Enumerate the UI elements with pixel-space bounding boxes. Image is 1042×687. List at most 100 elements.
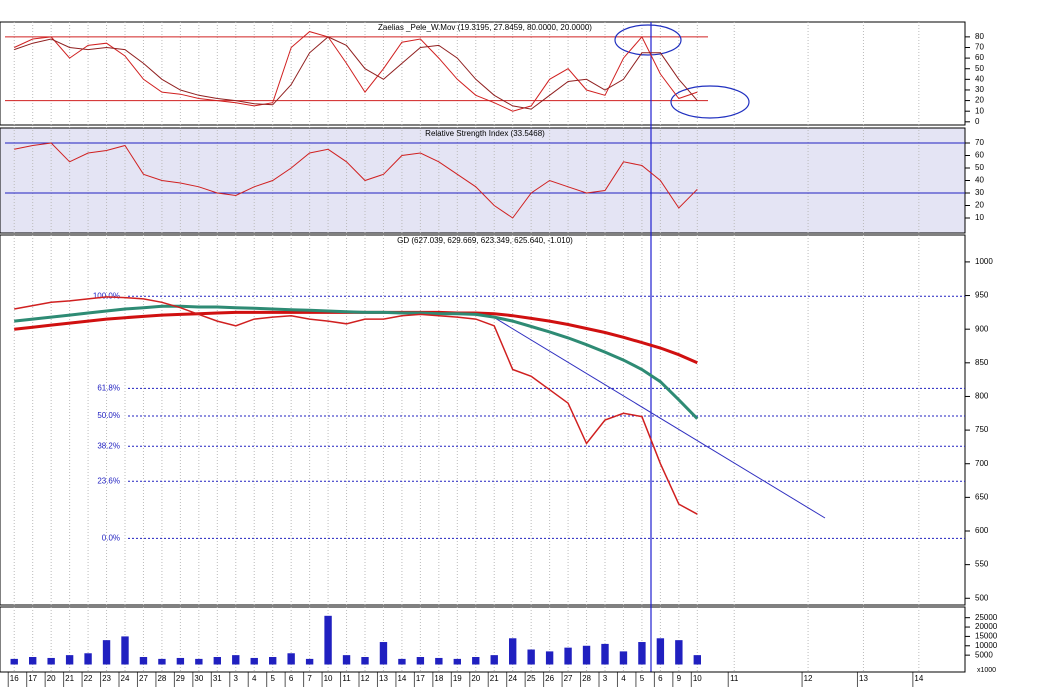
volume-bar	[47, 657, 55, 665]
volume-bar	[29, 657, 37, 665]
x-tick-label: 10	[324, 674, 333, 683]
series-line	[14, 36, 698, 110]
y-tick-label: 20	[975, 96, 984, 105]
x-tick-label: 10	[693, 674, 702, 683]
x-tick-label: 24	[508, 674, 517, 683]
x-tick-label: 3	[234, 674, 239, 683]
panel	[0, 21, 966, 126]
volume-bar	[195, 658, 203, 665]
x-tick-label: 4	[621, 674, 626, 683]
x-tick-label: 13	[859, 674, 868, 683]
series-line	[13, 31, 698, 112]
y-tick-label: 50	[975, 163, 984, 172]
x-tick-label: 11	[342, 674, 351, 683]
volume-bar	[601, 643, 609, 665]
volume-bar	[398, 658, 406, 665]
y-tick-label: 5000	[975, 650, 993, 659]
x-tick-label: 19	[453, 674, 462, 683]
volume-bar	[582, 645, 591, 665]
x-tick-label: 6	[289, 674, 294, 683]
x-tick-label: 16	[10, 674, 19, 683]
y-tick-label: 60	[975, 53, 984, 62]
panel	[0, 127, 966, 234]
panel	[0, 234, 966, 606]
x-tick-label: 4	[252, 674, 257, 683]
panel-title: GD (627.039, 629.669, 623.349, 625.640, …	[397, 236, 573, 245]
volume-bar	[176, 657, 185, 665]
x-tick-label: 22	[84, 674, 93, 683]
y-tick-label: 700	[975, 459, 989, 468]
x-tick-label: 6	[658, 674, 663, 683]
volume-bar	[379, 642, 388, 665]
y-tick-label: 900	[975, 324, 989, 333]
volume-bar	[121, 636, 129, 665]
volume-bar	[269, 657, 277, 665]
x-tick-label: 17	[416, 674, 425, 683]
y-tick-label: 10	[975, 106, 984, 115]
highlight-ellipse	[614, 24, 682, 56]
y-tick-label: 15000	[975, 632, 998, 641]
x-tick-label: 28	[582, 674, 591, 683]
y-tick-label: 50	[975, 64, 984, 73]
y-tick-label: 0	[975, 117, 980, 126]
volume-bar	[342, 655, 351, 665]
volume-bar	[10, 658, 18, 665]
volume-bar	[213, 657, 221, 665]
y-tick-label: 650	[975, 492, 989, 501]
x-tick-label: 13	[379, 674, 388, 683]
x-tick-label: 3	[603, 674, 608, 683]
volume-bar	[472, 657, 480, 665]
x-tick-label: 20	[471, 674, 480, 683]
series-line	[14, 296, 698, 515]
y-tick-label: 950	[975, 291, 989, 300]
volume-bar	[453, 658, 461, 665]
y-tick-label: 40	[975, 74, 984, 83]
fib-label: 50.0%	[97, 411, 120, 420]
x-tick-label: 7	[307, 674, 312, 683]
volume-bar	[435, 657, 443, 665]
fib-label: 100.0%	[93, 291, 120, 300]
volume-bar	[564, 647, 572, 665]
fib-label: 0.0%	[102, 534, 120, 543]
y-tick-label: 500	[975, 593, 989, 602]
volume-bar	[527, 649, 535, 665]
volume-bar	[84, 653, 92, 665]
x-tick-label: 24	[121, 674, 130, 683]
y-tick-label: 20000	[975, 622, 998, 631]
x-tick-label: 28	[157, 674, 166, 683]
volume-bar	[638, 642, 646, 665]
y-tick-label: 800	[975, 392, 989, 401]
volume-bar	[675, 640, 683, 665]
trend-line	[489, 314, 826, 519]
volume-bar	[545, 651, 554, 665]
volume-bar	[139, 657, 148, 665]
x-tick-label: 14	[914, 674, 923, 683]
x-tick-label: 25	[527, 674, 536, 683]
x-tick-label: 21	[65, 674, 74, 683]
panel-title: Zaelias _Pele_W.Mov (19.3195, 27.8459, 8…	[378, 23, 592, 32]
y-tick-label: 10000	[975, 641, 998, 650]
x-tick-label: 14	[397, 674, 406, 683]
y-tick-label: 30	[975, 188, 984, 197]
volume-bar	[324, 615, 332, 665]
y-tick-label: 25000	[975, 613, 998, 622]
volume-bar	[693, 655, 701, 665]
y-tick-label: 550	[975, 560, 989, 569]
series-line	[14, 142, 698, 219]
y-tick-label: 70	[975, 43, 984, 52]
y-axis-label: x1000	[977, 667, 996, 674]
volume-bar	[250, 657, 258, 665]
fib-label: 38.2%	[97, 441, 120, 450]
y-tick-label: 600	[975, 526, 989, 535]
y-tick-label: 20	[975, 201, 984, 210]
y-tick-label: 40	[975, 176, 984, 185]
y-tick-label: 70	[975, 138, 984, 147]
x-tick-label: 30	[194, 674, 203, 683]
x-tick-label: 20	[47, 674, 56, 683]
y-tick-label: 850	[975, 358, 989, 367]
volume-bar	[158, 658, 166, 665]
volume-bar	[287, 653, 295, 665]
y-tick-label: 1000	[975, 257, 993, 266]
y-tick-label: 30	[975, 85, 984, 94]
